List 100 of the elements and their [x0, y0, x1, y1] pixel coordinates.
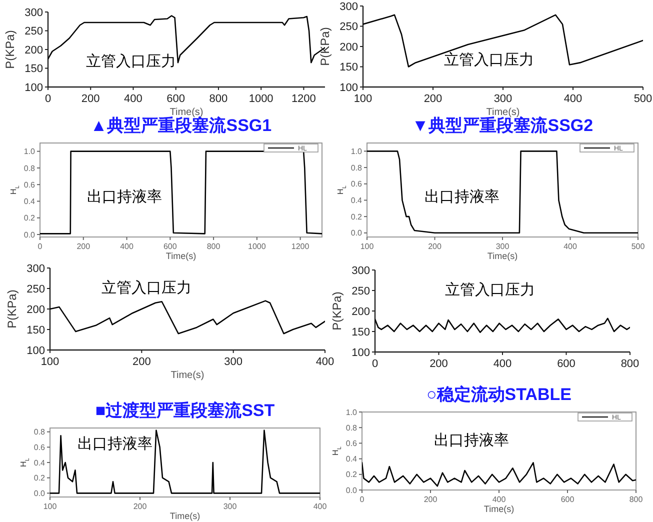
x-tick-label: 800 — [629, 495, 644, 504]
annotation: 出口持液率 — [434, 432, 510, 449]
y-tick-label: 250 — [26, 283, 45, 296]
y-tick-label: 1.0 — [350, 146, 363, 156]
y-tick-label: 0.0 — [346, 486, 358, 495]
line-series — [363, 14, 643, 68]
y-tick-label: 0.6 — [34, 442, 46, 452]
y-tick-label: 0.6 — [24, 180, 36, 190]
line-series — [50, 300, 325, 334]
y-tick-label: 0.6 — [346, 439, 358, 448]
y-tick-label: 0.6 — [350, 180, 363, 189]
x-tick-label: 0 — [38, 242, 43, 251]
x-tick-label: 300 — [496, 242, 510, 251]
x-tick-label: 200 — [424, 93, 442, 105]
y-tick-label: 0.4 — [34, 458, 46, 468]
y-tick-label: 150 — [24, 63, 43, 76]
x-tick-label: 400 — [564, 242, 578, 251]
line-series — [50, 430, 320, 494]
x-tick-label: 400 — [493, 358, 512, 370]
y-tick-label: 0.8 — [24, 164, 36, 173]
y-tick-label: 150 — [340, 62, 358, 74]
x-tick-label: 500 — [634, 93, 652, 105]
chart-title: ▲典型严重段塞流SSG1 — [90, 116, 272, 135]
chart-title: ▼典型严重段塞流SSG2 — [412, 116, 594, 135]
x-tick-label: 400 — [313, 502, 328, 511]
y-tick-label: 1.0 — [24, 147, 36, 156]
x-axis-title: Time(s) — [486, 107, 520, 118]
x-tick-label: 400 — [124, 93, 142, 105]
annotation: 出口持液率 — [87, 188, 162, 206]
x-tick-label: 800 — [206, 242, 221, 251]
y-tick-label: 100 — [352, 346, 370, 359]
y-tick-label: 0.4 — [346, 454, 358, 464]
y-tick-label: 200 — [24, 44, 43, 56]
x-tick-label: 400 — [120, 242, 134, 251]
x-tick-label: 1200 — [291, 93, 316, 105]
y-tick-label: 300 — [340, 0, 358, 13]
x-axis-title: Time(s) — [484, 504, 514, 514]
annotation: 出口持液率 — [424, 188, 500, 206]
x-tick-label: 400 — [316, 356, 334, 368]
x-tick-label: 0 — [360, 495, 365, 504]
y-tick-label: 200 — [340, 41, 358, 54]
y-axis-title: P(KPa) — [330, 292, 344, 330]
y-axis-title: P(KPa) — [3, 30, 17, 69]
y-tick-label: 250 — [24, 26, 43, 38]
x-tick-label: 300 — [224, 356, 243, 368]
annotation: 出口持液率 — [77, 436, 152, 453]
x-tick-label: 300 — [223, 502, 238, 511]
y-axis-title: P(KPa) — [318, 27, 332, 66]
y-tick-label: 200 — [352, 306, 370, 318]
x-tick-label: 1000 — [248, 93, 274, 105]
y-tick-label: 300 — [26, 262, 45, 275]
y-tick-label: 100 — [26, 344, 45, 357]
x-tick-label: 200 — [81, 93, 100, 105]
y-axis-title: P(KPa) — [5, 290, 19, 328]
line-series — [375, 318, 630, 333]
x-tick-label: 200 — [428, 242, 442, 251]
x-axis-title: Time(s) — [170, 107, 204, 118]
x-tick-label: 200 — [133, 502, 148, 511]
y-tick-label: 0.2 — [346, 470, 358, 480]
y-tick-label: 0.8 — [350, 163, 363, 172]
x-tick-label: 200 — [132, 356, 151, 368]
line-series — [362, 462, 636, 487]
x-tick-label: 600 — [557, 358, 576, 370]
annotation: 立管入口压力 — [444, 282, 535, 299]
x-tick-label: 600 — [163, 242, 178, 251]
x-tick-label: 200 — [76, 242, 91, 251]
y-tick-label: 0.8 — [346, 423, 358, 432]
y-tick-label: 300 — [352, 264, 370, 277]
y-tick-label: 1.0 — [346, 408, 358, 417]
y-tick-label: 0.2 — [350, 212, 363, 222]
x-tick-label: 1200 — [291, 242, 310, 251]
y-tick-label: 0.8 — [34, 428, 46, 437]
y-tick-label: 100 — [24, 82, 43, 94]
x-tick-label: 300 — [494, 93, 512, 105]
annotation: 立管入口压力 — [101, 280, 192, 297]
y-tick-label: 0.4 — [350, 196, 363, 206]
x-tick-label: 0 — [372, 358, 378, 370]
x-tick-label: 100 — [43, 502, 58, 511]
annotation: 立管入口压力 — [444, 51, 534, 68]
y-tick-label: 0.2 — [24, 214, 36, 223]
y-tick-label: 0.0 — [24, 230, 36, 240]
y-tick-label: 300 — [24, 6, 43, 19]
x-axis-title: Time(s) — [170, 511, 200, 521]
y-tick-label: 200 — [26, 304, 45, 316]
chart-title: ○稳定流动STABLE — [426, 385, 572, 404]
y-tick-label: 0.0 — [350, 228, 363, 238]
x-tick-label: 600 — [166, 93, 186, 105]
y-tick-label: 100 — [340, 82, 358, 94]
x-tick-label: 600 — [560, 495, 575, 504]
x-tick-label: 200 — [424, 495, 438, 504]
y-tick-label: 150 — [352, 326, 370, 338]
y-tick-label: 0.0 — [34, 488, 46, 498]
x-tick-label: 500 — [631, 242, 646, 251]
x-tick-label: 0 — [44, 93, 52, 105]
annotation: 立管入口压力 — [86, 53, 176, 70]
x-axis-title: Time(s) — [166, 251, 196, 261]
x-tick-label: 800 — [209, 93, 228, 105]
x-tick-label: 800 — [620, 358, 640, 370]
x-tick-label: 400 — [492, 495, 506, 504]
y-tick-label: 0.4 — [24, 197, 36, 206]
